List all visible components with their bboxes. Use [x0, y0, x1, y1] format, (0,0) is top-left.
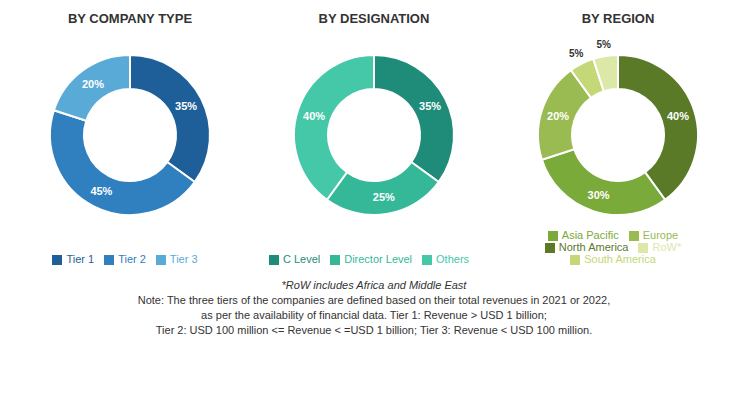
html-text:Tier 2: Tier 2: [118, 252, 146, 265]
html-text:*RoW includes Africa and Middl: *RoW includes Africa and Middle East: [281, 279, 467, 291]
svg-text:5%: 5%: [596, 39, 611, 50]
svg-text:5%: 5%: [569, 48, 584, 59]
svg-text:30%: 30%: [588, 189, 610, 201]
html-text:BY REGION: BY REGION: [581, 11, 655, 26]
html-text:Tier 1: Tier 1: [66, 252, 95, 265]
html-text:Director Level: Director Level: [344, 252, 413, 265]
html-text:Europe: Europe: [642, 228, 679, 241]
html-text:South America: South America: [584, 252, 656, 265]
svg-text:20%: 20%: [547, 110, 569, 122]
html-text:BY COMPANY TYPE: BY COMPANY TYPE: [67, 11, 193, 26]
svg-text:40%: 40%: [667, 110, 689, 122]
svg-text:35%: 35%: [175, 100, 197, 112]
svg-text:35%: 35%: [419, 100, 441, 112]
svg-text:45%: 45%: [90, 185, 112, 197]
html-text:Asia Pacific: Asia Pacific: [561, 228, 619, 241]
html-text:North America: North America: [558, 240, 629, 253]
html-text:BY DESIGNATION: BY DESIGNATION: [318, 11, 430, 26]
html-text:Tier 2: USD 100 million <= Rev: Tier 2: USD 100 million <= Revenue < =US…: [155, 324, 593, 336]
html-text:as per the availability of fin: as per the availability of financial dat…: [201, 309, 547, 321]
html-text:Tier 3: Tier 3: [169, 252, 198, 265]
html-text:Others: Others: [436, 252, 470, 265]
html-text:Note: The three tiers of the c: Note: The three tiers of the companies a…: [137, 294, 611, 306]
svg-text:40%: 40%: [303, 110, 325, 122]
html-text:C Level: C Level: [282, 252, 321, 265]
svg-text:25%: 25%: [373, 191, 395, 203]
html-text:RoW*: RoW*: [652, 240, 682, 253]
svg-text:20%: 20%: [82, 78, 104, 90]
